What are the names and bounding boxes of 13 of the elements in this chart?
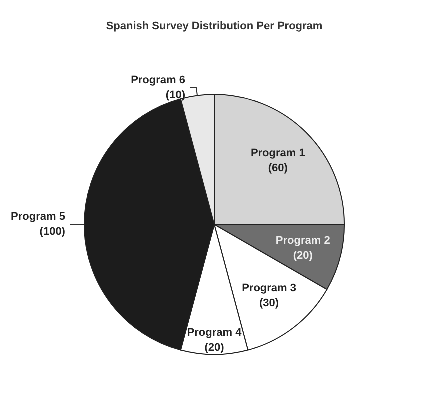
data-label: (100) — [40, 226, 66, 238]
data-label: (20) — [293, 250, 314, 262]
chart-title: Spanish Survey Distribution Per Program — [106, 20, 323, 32]
slice-label: Program 3 — [242, 282, 297, 295]
slice-label: Program 4 — [187, 327, 243, 340]
slice-label: Program 5 — [11, 211, 66, 224]
slice-label: Program 1 — [250, 148, 306, 160]
data-label: (10) — [166, 89, 186, 102]
slice-label: Program 6 — [131, 74, 186, 86]
slice-label: Program 2 — [276, 234, 330, 247]
data-label: (20) — [204, 342, 225, 354]
data-label: (30) — [260, 298, 280, 310]
data-label: (60) — [268, 162, 288, 175]
